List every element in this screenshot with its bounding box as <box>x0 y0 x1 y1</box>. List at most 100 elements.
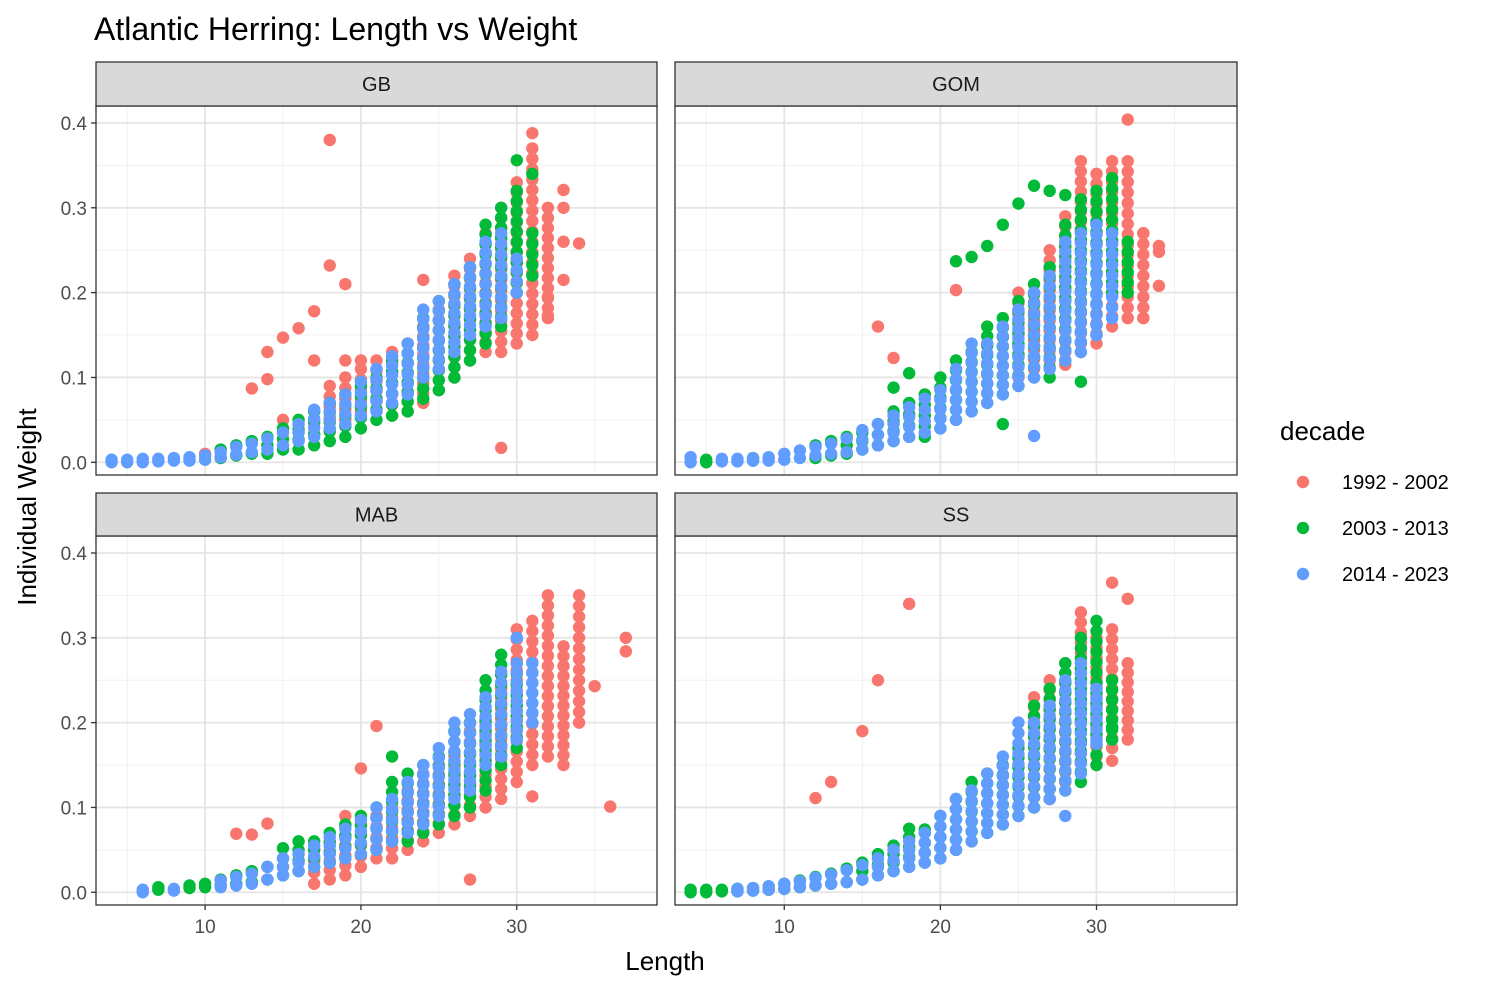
data-point <box>261 443 274 456</box>
data-point <box>401 388 414 401</box>
data-point <box>510 297 523 310</box>
data-point <box>1059 784 1072 797</box>
data-point <box>276 852 290 865</box>
data-point <box>339 408 352 421</box>
data-point <box>965 347 978 360</box>
data-point <box>1121 704 1134 718</box>
y-tick-label: 0.4 <box>61 114 88 135</box>
data-point <box>996 789 1010 802</box>
data-point <box>479 267 492 280</box>
data-point <box>261 860 274 874</box>
data-point <box>1074 767 1088 780</box>
data-point <box>572 716 586 729</box>
data-point <box>494 441 508 455</box>
data-point <box>1074 631 1088 644</box>
data-point <box>463 290 477 303</box>
data-point <box>572 620 586 634</box>
data-point <box>1074 727 1088 740</box>
data-point <box>1012 360 1025 374</box>
data-point <box>934 422 947 435</box>
data-point <box>1043 362 1056 376</box>
data-point <box>276 869 290 882</box>
data-point <box>871 869 885 882</box>
data-point <box>918 403 931 417</box>
data-point <box>996 311 1010 325</box>
data-point <box>965 385 978 399</box>
data-point <box>965 784 978 797</box>
data-point <box>871 320 885 333</box>
data-point <box>1074 326 1088 339</box>
data-point <box>1043 720 1056 733</box>
data-point <box>981 347 994 360</box>
data-point <box>292 322 305 335</box>
data-point <box>463 755 477 769</box>
data-point <box>572 589 586 602</box>
data-point <box>1105 741 1119 755</box>
data-point <box>510 755 523 768</box>
data-point <box>307 860 321 874</box>
x-tick-label: 30 <box>1086 917 1107 938</box>
data-point <box>323 830 336 844</box>
data-point <box>1012 768 1025 781</box>
data-point <box>370 394 383 407</box>
data-point <box>479 729 492 743</box>
data-point <box>1074 657 1088 670</box>
data-point <box>417 392 430 405</box>
data-point <box>370 852 383 865</box>
data-point <box>230 879 243 892</box>
data-point <box>526 194 539 207</box>
data-point <box>1059 210 1072 223</box>
data-point <box>526 657 539 670</box>
data-point <box>152 880 165 894</box>
data-point <box>120 453 134 466</box>
data-point <box>292 856 305 869</box>
data-point <box>370 405 383 418</box>
y-tick-label: 0.3 <box>61 199 87 220</box>
data-point <box>902 822 916 835</box>
data-point <box>510 194 523 208</box>
data-point <box>541 669 555 683</box>
data-point <box>307 850 321 863</box>
data-point <box>809 449 822 462</box>
data-point <box>463 260 477 274</box>
data-point <box>479 320 492 333</box>
data-point <box>370 843 383 857</box>
data-point <box>510 685 523 699</box>
data-point <box>1059 304 1072 318</box>
data-point <box>479 749 492 762</box>
data-point <box>541 639 555 652</box>
data-point <box>463 354 477 367</box>
data-point <box>339 822 352 835</box>
data-point <box>292 417 305 431</box>
data-point <box>1121 276 1134 289</box>
data-point <box>1074 697 1088 710</box>
data-point <box>1137 301 1150 314</box>
data-point <box>385 368 399 382</box>
y-tick-label: 0.2 <box>61 714 87 735</box>
data-point <box>448 716 461 729</box>
data-point <box>261 345 274 359</box>
data-point <box>432 800 446 813</box>
data-point <box>526 269 539 282</box>
data-point <box>479 739 492 752</box>
y-tick-label: 0.1 <box>61 368 87 389</box>
y-tick-label: 0.0 <box>61 453 87 474</box>
data-point <box>479 690 492 704</box>
data-point <box>370 354 383 367</box>
data-point <box>463 746 477 759</box>
data-point <box>1043 310 1056 324</box>
data-point <box>1105 683 1119 697</box>
data-point <box>996 368 1010 382</box>
data-point <box>167 451 181 465</box>
data-point <box>526 686 539 700</box>
data-point <box>1090 248 1103 262</box>
data-point <box>965 775 978 789</box>
data-point <box>1012 303 1025 316</box>
data-point <box>981 816 994 830</box>
data-point <box>557 649 570 663</box>
data-point <box>541 679 555 693</box>
data-point <box>949 403 963 416</box>
data-point <box>417 798 430 811</box>
data-point <box>965 405 978 418</box>
data-point <box>307 354 321 367</box>
